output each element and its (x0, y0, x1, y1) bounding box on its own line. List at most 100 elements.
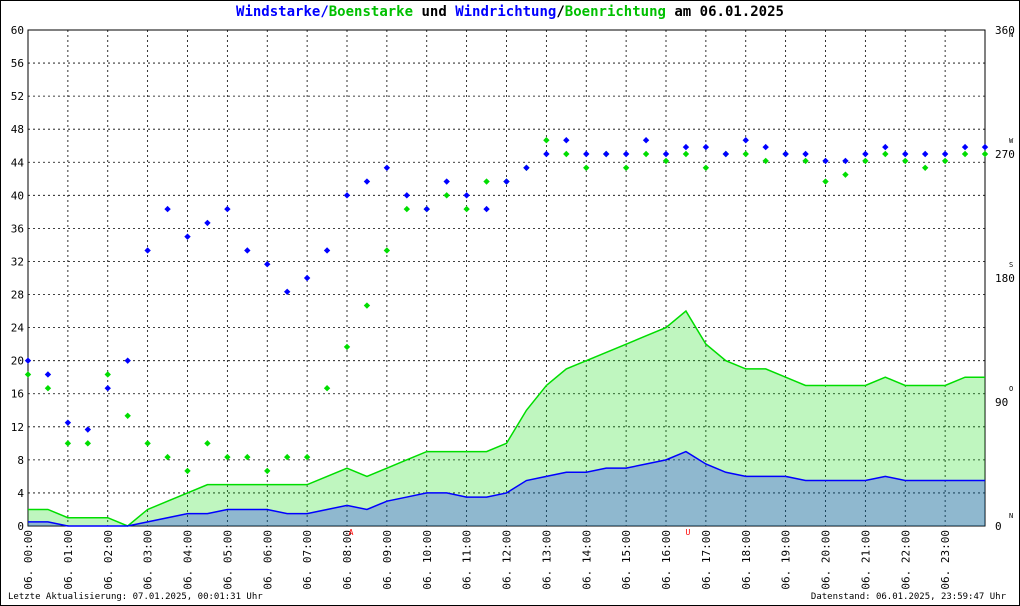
point-boenrichtung (941, 157, 949, 165)
chart-title: Windstarke/Boenstarke und Windrichtung/B… (0, 4, 1020, 20)
point-boenrichtung (124, 412, 131, 419)
point-windrichtung (622, 150, 630, 158)
point-boenrichtung (283, 453, 291, 461)
x-tick-label: 06. 21:00 (859, 530, 872, 590)
title-windstarke: Windstarke (236, 4, 321, 20)
point-windrichtung (204, 219, 211, 227)
y-tick-label: 36 (11, 222, 24, 235)
y-tick-label: 4 (17, 487, 24, 500)
y-tick-label: 24 (11, 322, 25, 335)
point-windrichtung (144, 247, 151, 254)
compass-label: W (1009, 137, 1014, 145)
point-windrichtung (842, 157, 849, 165)
x-tick-label: 06. 15:00 (620, 530, 633, 590)
y-tick-label: 28 (11, 289, 24, 302)
point-windrichtung (722, 150, 730, 158)
point-windrichtung (343, 192, 351, 199)
point-windrichtung (164, 205, 171, 213)
x-tick-label: 06. 03:00 (142, 530, 155, 590)
title-sep-2: / (556, 4, 565, 20)
title-windrichtung: Windrichtung (455, 4, 557, 20)
y-tick-label: 0 (17, 520, 24, 533)
point-boenrichtung (882, 150, 889, 158)
point-boenrichtung (682, 150, 690, 158)
point-windrichtung (283, 288, 291, 295)
point-boenrichtung (204, 440, 211, 447)
x-tick-label: 06. 10:00 (421, 530, 434, 590)
compass-label: O (1009, 385, 1013, 393)
x-tick-label: 06. 16:00 (660, 530, 673, 590)
point-boenrichtung (802, 157, 809, 165)
point-boenrichtung (224, 453, 231, 461)
point-boenrichtung (842, 171, 849, 178)
x-tick-label: 06. 06:00 (261, 530, 274, 590)
point-boenrichtung (343, 343, 351, 351)
point-boenrichtung (702, 164, 710, 171)
y2-tick-label: 90 (995, 396, 1008, 409)
point-boenrichtung (463, 205, 470, 213)
point-windrichtung (742, 137, 749, 144)
point-windrichtung (383, 164, 391, 171)
point-windrichtung (822, 157, 829, 165)
x-tick-label: 06. 01:00 (62, 530, 75, 590)
point-boenrichtung (622, 164, 630, 171)
y2-tick-label: 360 (995, 24, 1015, 37)
point-boenrichtung (104, 371, 111, 378)
x-tick-label: 06. 05:00 (221, 530, 234, 590)
point-boenrichtung (303, 453, 311, 461)
point-boenrichtung (642, 150, 650, 158)
footer-last-update: Letzte Aktualisierung: 07.01.2025, 00:01… (8, 592, 263, 602)
y-tick-label: 60 (11, 24, 24, 37)
point-windrichtung (682, 143, 690, 151)
y-tick-label: 32 (11, 255, 24, 268)
point-windrichtung (782, 150, 789, 158)
point-boenrichtung (403, 205, 411, 213)
point-windrichtung (921, 150, 929, 158)
y-tick-label: 52 (11, 90, 24, 103)
title-date: am 06.01.2025 (665, 4, 784, 20)
point-windrichtung (762, 143, 769, 151)
point-boenrichtung (64, 440, 72, 447)
point-windrichtung (503, 178, 510, 185)
point-windrichtung (104, 385, 111, 392)
y-tick-label: 20 (11, 355, 24, 368)
point-windrichtung (981, 143, 989, 151)
point-windrichtung (802, 150, 809, 158)
y-tick-label: 56 (11, 57, 24, 70)
point-windrichtung (423, 205, 430, 213)
x-tick-label: 06. 12:00 (501, 530, 514, 590)
compass-label: N (1009, 512, 1013, 520)
series-area-windstarke (28, 451, 985, 526)
point-windrichtung (24, 357, 32, 364)
point-windrichtung (303, 274, 311, 282)
point-boenrichtung (762, 157, 769, 165)
point-boenrichtung (961, 150, 969, 158)
point-windrichtung (941, 150, 949, 158)
point-windrichtung (961, 143, 969, 151)
point-windrichtung (602, 150, 610, 158)
point-windrichtung (702, 143, 710, 151)
point-boenrichtung (184, 467, 191, 475)
point-windrichtung (902, 150, 909, 158)
y-tick-label: 44 (11, 156, 25, 169)
y-tick-label: 12 (11, 421, 24, 434)
point-boenrichtung (323, 385, 331, 392)
x-tick-label: 06. 23:00 (939, 530, 952, 590)
point-boenrichtung (483, 178, 490, 185)
point-windrichtung (264, 261, 271, 268)
point-windrichtung (483, 205, 490, 213)
x-tick-label: 06. 00:00 (22, 530, 35, 590)
x-tick-label: 06. 04:00 (182, 530, 195, 590)
point-windrichtung (224, 205, 231, 213)
x-tick-label: 06. 18:00 (740, 530, 753, 590)
x-tick-label: 06. 09:00 (381, 530, 394, 590)
point-windrichtung (323, 247, 331, 254)
point-boenrichtung (822, 178, 829, 185)
y2-tick-label: 0 (995, 520, 1002, 533)
point-windrichtung (363, 178, 371, 185)
axis-marker: A (349, 528, 354, 537)
point-boenrichtung (244, 453, 251, 461)
point-boenrichtung (902, 157, 909, 165)
point-boenrichtung (144, 440, 151, 447)
